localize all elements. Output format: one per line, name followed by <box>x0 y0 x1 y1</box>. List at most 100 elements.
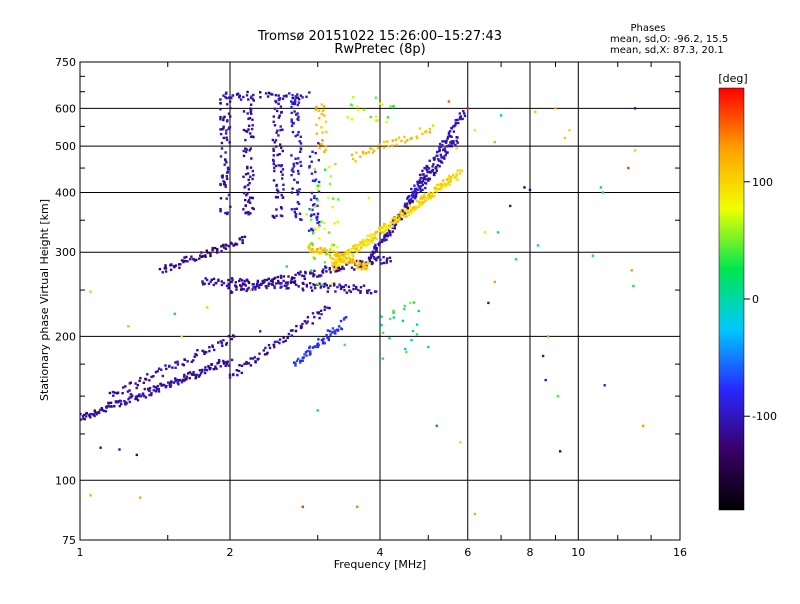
data-point <box>336 329 340 332</box>
x-axis-label: Frequency [MHz] <box>334 558 426 571</box>
data-point <box>294 329 298 333</box>
data-point <box>428 193 431 196</box>
data-point <box>205 369 209 372</box>
data-point <box>290 106 293 109</box>
data-point <box>310 160 313 163</box>
data-point <box>293 178 296 181</box>
data-point <box>353 268 356 271</box>
data-point <box>351 258 355 261</box>
data-point <box>346 261 349 264</box>
data-point <box>627 166 630 170</box>
data-point <box>313 167 316 171</box>
data-point <box>424 186 427 190</box>
data-point <box>280 285 283 288</box>
data-point <box>385 238 388 241</box>
data-point <box>247 199 251 202</box>
data-point <box>367 234 370 237</box>
data-point <box>291 280 294 284</box>
data-point <box>313 203 316 206</box>
data-point <box>419 177 422 180</box>
data-point <box>87 414 91 417</box>
data-point <box>274 276 277 280</box>
data-point <box>355 247 358 250</box>
data-point <box>164 270 168 273</box>
data-point <box>200 251 203 254</box>
data-point <box>413 184 416 187</box>
data-point <box>281 177 284 180</box>
colorbar-ticks: 100 0 -100 <box>744 176 777 423</box>
data-point <box>436 164 439 167</box>
data-point <box>295 207 298 210</box>
data-point <box>289 100 293 103</box>
data-point <box>310 213 313 216</box>
data-point <box>249 135 253 138</box>
data-point <box>457 121 460 125</box>
data-point <box>414 193 418 197</box>
data-point <box>314 170 317 174</box>
data-point <box>361 241 364 245</box>
data-point <box>298 212 302 215</box>
data-point <box>148 379 151 382</box>
data-point <box>417 185 420 188</box>
data-point <box>273 340 277 344</box>
data-point <box>473 512 476 516</box>
plot-frame <box>79 61 681 541</box>
data-point <box>308 247 311 250</box>
data-point <box>219 118 222 121</box>
data-point <box>281 128 284 131</box>
data-point <box>436 187 439 190</box>
data-point <box>422 197 425 200</box>
data-point <box>202 350 206 353</box>
data-point <box>409 206 412 210</box>
data-point <box>282 188 285 191</box>
data-point <box>363 267 367 271</box>
data-point <box>293 208 296 211</box>
data-point <box>411 195 414 199</box>
data-point <box>224 132 228 135</box>
data-point <box>351 260 354 263</box>
data-point <box>176 381 179 384</box>
data-point <box>317 344 321 347</box>
data-point <box>408 204 412 207</box>
data-point <box>177 383 180 386</box>
data-point <box>208 368 211 371</box>
data-point <box>318 184 321 187</box>
data-point <box>308 345 312 348</box>
data-point <box>412 301 416 304</box>
data-point <box>311 150 314 153</box>
data-point <box>317 159 320 162</box>
data-point <box>307 229 311 232</box>
data-point <box>416 188 419 191</box>
data-point <box>318 282 321 285</box>
data-point <box>416 180 419 183</box>
data-point <box>367 150 370 154</box>
data-point <box>204 368 207 372</box>
data-point <box>406 206 409 209</box>
data-point <box>321 271 325 274</box>
data-point <box>287 287 290 290</box>
data-point <box>195 354 198 357</box>
data-point <box>380 315 383 318</box>
data-point <box>633 107 637 110</box>
data-point <box>161 383 164 387</box>
data-point <box>382 230 385 233</box>
data-point <box>294 95 298 98</box>
data-point <box>297 118 300 121</box>
data-point <box>277 116 281 119</box>
data-point <box>336 285 339 289</box>
data-point <box>318 146 321 150</box>
data-point <box>190 360 193 363</box>
data-point <box>245 94 249 97</box>
data-point <box>322 108 326 112</box>
data-point <box>267 284 270 287</box>
data-point <box>459 117 462 121</box>
data-point <box>292 361 296 364</box>
data-point <box>298 273 301 276</box>
data-point <box>309 271 312 274</box>
data-point <box>459 441 462 444</box>
data-point <box>222 281 226 285</box>
data-point <box>386 116 390 119</box>
data-point <box>384 223 388 226</box>
data-point <box>225 161 228 164</box>
data-point <box>306 320 309 323</box>
